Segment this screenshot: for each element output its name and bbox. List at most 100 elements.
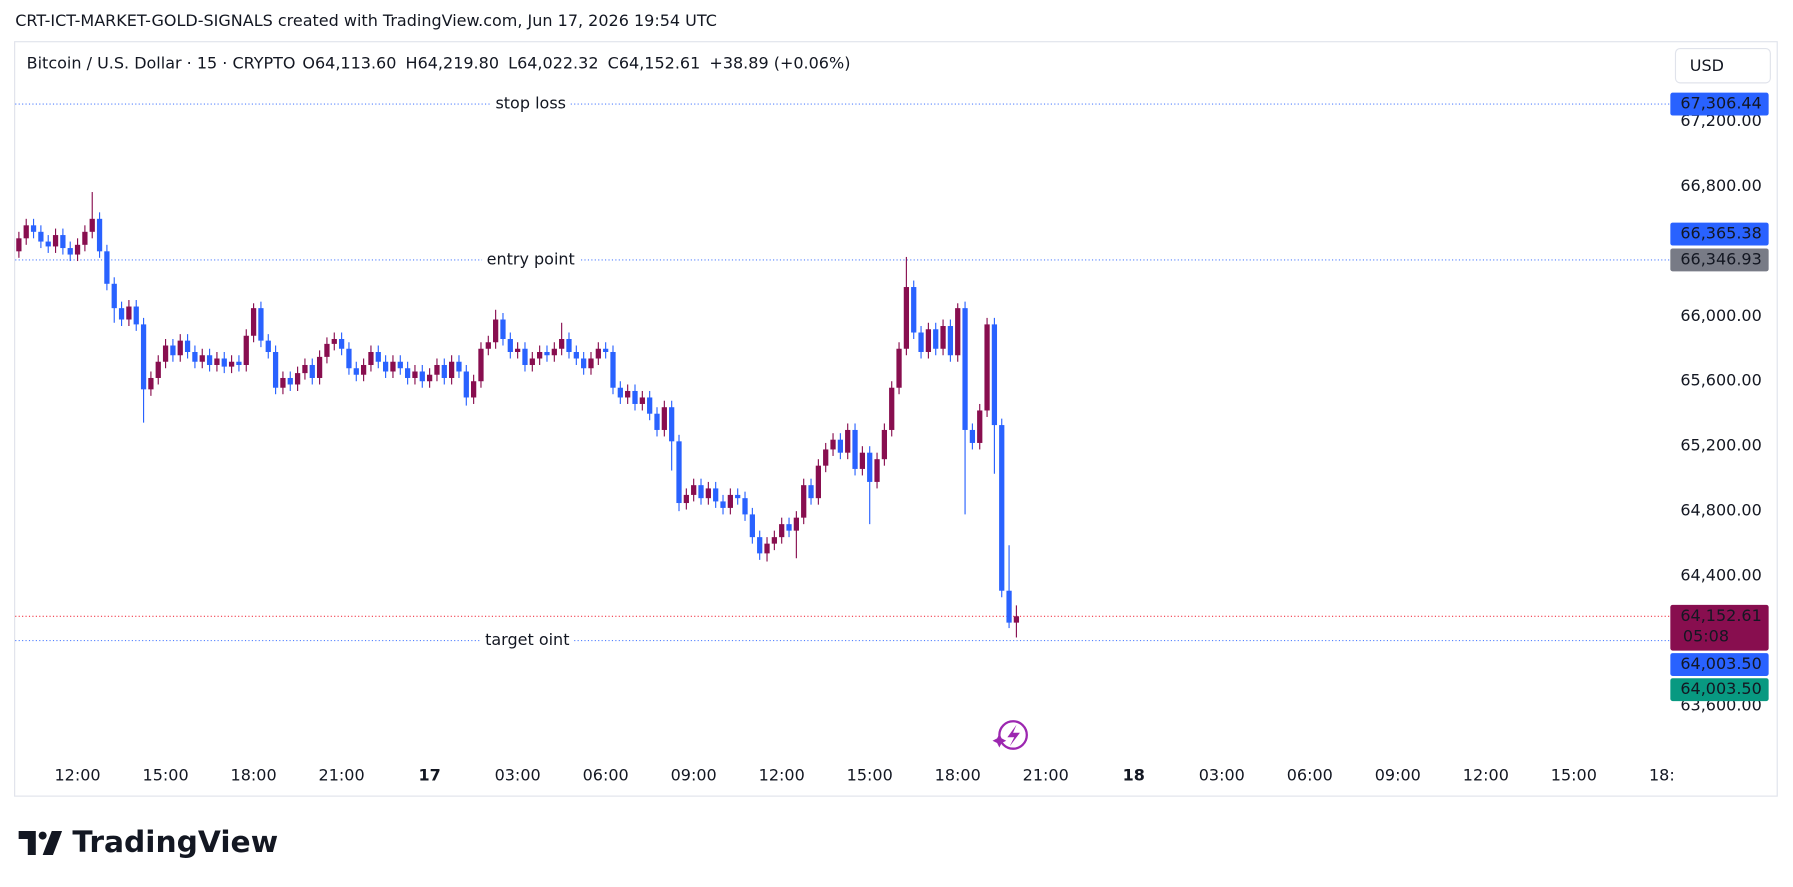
marker-badge — [1670, 678, 1769, 702]
legend-text: +38.89 (+0.06%) — [709, 54, 850, 73]
candle-body — [991, 324, 998, 426]
annotation: stop loss — [495, 94, 566, 113]
candle-body — [412, 371, 418, 378]
candle-body — [859, 452, 866, 469]
candle-body — [214, 358, 220, 365]
candle-body — [38, 231, 44, 242]
candle-body — [243, 335, 249, 365]
candle-body — [889, 387, 895, 430]
x-tick-label: 12:00 — [55, 766, 101, 785]
x-tick-label: 12:00 — [759, 766, 805, 785]
candle-body — [280, 377, 286, 388]
y-tick-label: 65,200.00 — [1680, 436, 1761, 455]
candle-body — [705, 488, 711, 499]
x-tick-label: 21:00 — [319, 766, 365, 785]
candle-body — [669, 407, 675, 442]
candle-body — [925, 329, 932, 352]
x-tick-label: 17 — [418, 766, 440, 785]
x-tick-label: 18:00 — [231, 766, 277, 785]
candle-body — [390, 361, 396, 372]
candle-body — [830, 439, 836, 450]
candle-body — [162, 345, 169, 362]
candle-body — [969, 429, 976, 443]
candle-body — [779, 524, 785, 538]
candle-body — [801, 485, 807, 518]
candle-body — [742, 498, 748, 515]
candle-body — [74, 244, 81, 255]
x-tick-label: 21:00 — [1023, 766, 1069, 785]
annotation-bg — [480, 630, 575, 650]
candle-body — [382, 361, 389, 372]
candle-body — [60, 235, 66, 249]
candle-body — [625, 390, 631, 398]
price-line-badge-label: 67,306.44 — [1680, 94, 1761, 113]
candle-body — [793, 517, 799, 531]
candle-body — [82, 231, 88, 245]
candle-body — [610, 351, 616, 388]
brand-logo — [18, 830, 63, 855]
candle-body — [999, 425, 1005, 591]
candle-body — [566, 339, 572, 352]
candle-body — [331, 339, 337, 344]
candle-body — [515, 348, 521, 352]
candle-body — [544, 351, 550, 356]
candle-body — [1006, 590, 1012, 623]
legend-text: Bitcoin / U.S. Dollar · 15 · CRYPTO — [27, 54, 296, 73]
candle-body — [698, 485, 704, 499]
candle-body — [206, 355, 213, 365]
candle-body — [867, 452, 873, 482]
candle-body — [471, 381, 477, 398]
candle-body — [16, 238, 22, 252]
legend-text: L — [508, 54, 517, 73]
candle-body — [940, 326, 946, 349]
candle-body — [500, 319, 506, 340]
candle-body — [918, 332, 924, 352]
x-tick-label: 12:00 — [1463, 766, 1509, 785]
candle-body — [426, 374, 433, 382]
candle-body — [903, 287, 910, 349]
candle-body — [111, 283, 117, 309]
candle-body — [309, 364, 315, 378]
candle-body — [507, 339, 513, 352]
candle-body — [896, 348, 902, 388]
candle-body — [404, 368, 411, 378]
candle-body — [735, 494, 741, 499]
x-tick-label: 15:00 — [143, 766, 189, 785]
candle-body — [184, 340, 191, 352]
x-tick-label: 09:00 — [671, 766, 717, 785]
marker-badge-label: 66,365.38 — [1680, 224, 1761, 243]
candle-body — [96, 218, 103, 252]
currency-button[interactable] — [1674, 48, 1771, 84]
candle-body — [324, 343, 330, 357]
candle-body — [456, 361, 462, 372]
candle-body — [837, 439, 844, 453]
candle-body — [749, 514, 755, 538]
candle-body — [962, 308, 968, 430]
candle-body — [449, 361, 455, 378]
annotation: entry point — [487, 249, 575, 268]
brand-name: TradingView — [72, 825, 278, 860]
last-price-badge-label: 64,152.61 — [1680, 606, 1761, 625]
candle-body — [823, 449, 829, 466]
candle-body — [1013, 616, 1020, 623]
currency-label[interactable]: USD — [1690, 56, 1724, 75]
y-tick-label: 64,800.00 — [1680, 501, 1761, 520]
candle-body — [639, 397, 645, 404]
candle-body — [654, 413, 660, 430]
candle-body — [45, 241, 51, 247]
candle-body — [617, 387, 623, 398]
candle-body — [661, 407, 667, 430]
price-line-badge — [1670, 653, 1769, 676]
legend-text: 64,113.60 — [315, 54, 396, 73]
candle-body — [478, 348, 484, 382]
candle-body — [815, 465, 821, 499]
candle-body — [573, 351, 579, 359]
candle-body — [126, 306, 132, 320]
candle-body — [676, 441, 682, 504]
candle-body — [419, 371, 425, 382]
flash-icon[interactable] — [992, 720, 1028, 750]
candle-body — [529, 358, 535, 365]
candle-body — [683, 494, 689, 504]
candle-body — [595, 348, 601, 359]
